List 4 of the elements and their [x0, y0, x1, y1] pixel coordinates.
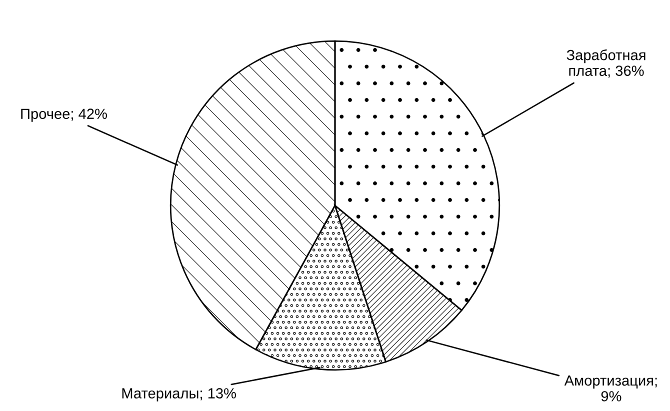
slice-label: Заработная плата; 36% — [566, 49, 646, 78]
slice-label: Амортизация; 9% — [564, 376, 657, 402]
slice-label: Материалы; 13% — [122, 388, 236, 402]
slice-label: Прочее; 42% — [21, 108, 107, 122]
